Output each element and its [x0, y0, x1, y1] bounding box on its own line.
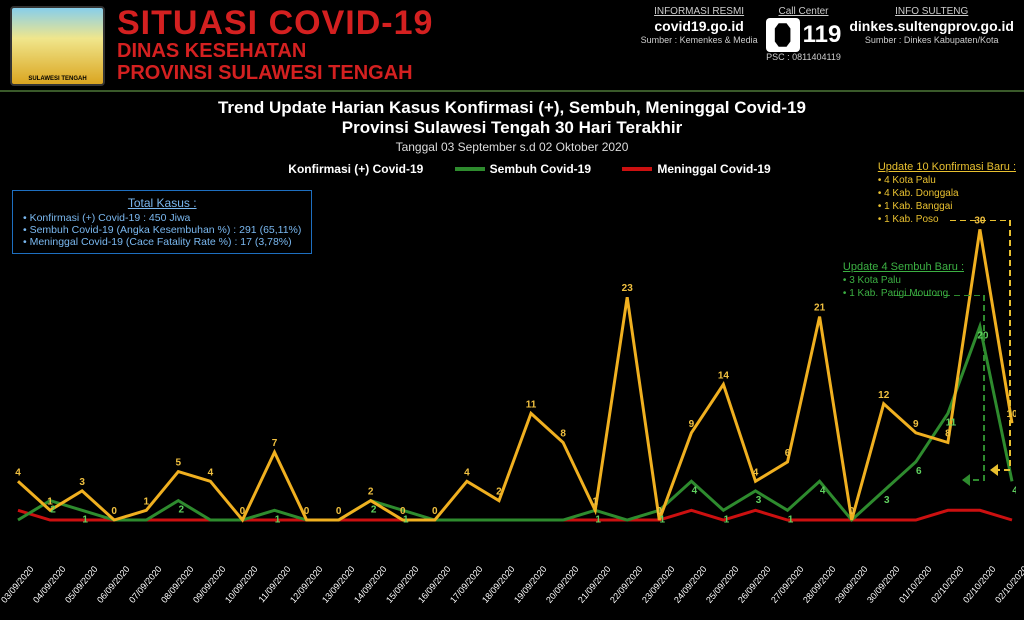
total-kasus-title: Total Kasus : — [23, 196, 301, 210]
svg-text:21: 21 — [814, 303, 826, 314]
info-big: covid19.go.id — [641, 18, 758, 35]
chart-legend: Konfirmasi (+) Covid-19 Sembuh Covid-19 … — [0, 156, 1024, 180]
chart-title-1: Trend Update Harian Kasus Konfirmasi (+)… — [10, 98, 1014, 118]
call-center-icon — [766, 18, 800, 52]
chart-date-range: Tanggal 03 September s.d 02 Oktober 2020 — [10, 140, 1014, 154]
total-row-lbl: Konfirmasi (+) Covid-19 — [30, 212, 141, 224]
update-item: 1 Kab. Poso — [878, 213, 1016, 226]
main-title: SITUASI COVID-19 — [117, 6, 641, 40]
total-row-val: : 17 (3,78%) — [234, 236, 291, 248]
svg-text:1: 1 — [275, 514, 281, 525]
svg-text:1: 1 — [403, 514, 409, 525]
svg-text:1: 1 — [592, 496, 598, 507]
update-konfirmasi-box: Update 10 Konfirmasi Baru : 4 Kota Palu … — [878, 160, 1016, 226]
update-list: 3 Kota Palu 1 Kab. Parigi Moutong — [843, 274, 964, 300]
header-info-blocks: INFORMASI RESMI covid19.go.id Sumber : K… — [641, 6, 1014, 63]
svg-text:4: 4 — [15, 467, 21, 478]
svg-text:3: 3 — [756, 495, 762, 506]
svg-text:1: 1 — [724, 514, 730, 525]
total-kasus-list: Konfirmasi (+) Covid-19 : 450 Jiwa Sembu… — [23, 212, 301, 248]
total-kasus-box: Total Kasus : Konfirmasi (+) Covid-19 : … — [12, 190, 312, 254]
update-title: Update 4 Sembuh Baru : — [843, 260, 964, 274]
legend-label: Meninggal Covid-19 — [657, 162, 770, 176]
svg-text:1: 1 — [788, 514, 794, 525]
svg-text:7: 7 — [272, 438, 278, 449]
total-row-lbl: Sembuh Covid-19 (Angka Kesembuhan %) — [30, 224, 231, 236]
info-big: 119 — [803, 21, 842, 50]
total-row-val: : 450 Jiwa — [143, 212, 190, 224]
subtitle-1: DINAS KESEHATAN — [117, 40, 641, 62]
subtitle-2: PROVINSI SULAWESI TENGAH — [117, 62, 641, 84]
update-item: 3 Kota Palu — [843, 274, 964, 287]
province-emblem: SULAWESI TENGAH — [10, 6, 105, 86]
info-big: dinkes.sultengprov.go.id — [849, 18, 1014, 35]
svg-text:0: 0 — [849, 506, 855, 517]
svg-text:11: 11 — [526, 399, 537, 410]
info-sml: Sumber : Dinkes Kabupaten/Kota — [849, 35, 1014, 46]
svg-text:5: 5 — [176, 458, 182, 469]
svg-text:3: 3 — [79, 477, 85, 488]
legend-swatch — [253, 167, 283, 171]
svg-text:9: 9 — [689, 419, 695, 430]
legend-swatch — [622, 167, 652, 171]
info-resmi: INFORMASI RESMI covid19.go.id Sumber : K… — [641, 6, 758, 46]
svg-text:2: 2 — [179, 505, 185, 516]
svg-text:4: 4 — [208, 467, 214, 478]
update-item: 4 Kab. Donggala — [878, 187, 1016, 200]
x-axis: 03/09/202004/09/202005/09/202006/09/2020… — [14, 526, 1016, 574]
svg-text:4: 4 — [820, 485, 826, 496]
update-sembuh-box: Update 4 Sembuh Baru : 3 Kota Palu 1 Kab… — [843, 260, 964, 300]
update-item: 1 Kab. Banggai — [878, 200, 1016, 213]
svg-text:4: 4 — [464, 467, 470, 478]
legend-konfirmasi: Konfirmasi (+) Covid-19 — [253, 162, 423, 176]
svg-text:14: 14 — [718, 370, 730, 381]
update-item: 4 Kota Palu — [878, 174, 1016, 187]
total-row-lbl: Meninggal Covid-19 (Cace Fatality Rate %… — [30, 236, 232, 248]
info-hdr: INFO SULTENG — [849, 6, 1014, 18]
svg-text:0: 0 — [336, 506, 342, 517]
chart-title-2: Provinsi Sulawesi Tengah 30 Hari Terakhi… — [10, 118, 1014, 138]
info-hdr: INFORMASI RESMI — [641, 6, 758, 18]
svg-text:2: 2 — [50, 505, 56, 516]
svg-text:0: 0 — [432, 506, 438, 517]
svg-text:23: 23 — [622, 283, 634, 294]
svg-text:1: 1 — [660, 514, 666, 525]
svg-text:1: 1 — [82, 514, 88, 525]
svg-text:2: 2 — [496, 487, 502, 498]
update-item: 1 Kab. Parigi Moutong — [843, 287, 964, 300]
update-title: Update 10 Konfirmasi Baru : — [878, 160, 1016, 174]
sembuh-callout-arrow — [854, 295, 994, 505]
legend-sembuh: Sembuh Covid-19 — [455, 162, 591, 176]
update-list: 4 Kota Palu 4 Kab. Donggala 1 Kab. Bangg… — [878, 174, 1016, 226]
svg-text:4: 4 — [753, 467, 759, 478]
svg-text:0: 0 — [111, 506, 117, 517]
total-row-val: : 291 (65,11%) — [233, 224, 301, 236]
info-hdr: Call Center — [766, 6, 842, 18]
info-callcenter: Call Center 119 PSC : 0811404119 — [766, 6, 842, 63]
svg-text:1: 1 — [595, 514, 601, 525]
svg-text:1: 1 — [143, 496, 149, 507]
header-bar: SULAWESI TENGAH SITUASI COVID-19 DINAS K… — [0, 0, 1024, 92]
legend-meninggal: Meninggal Covid-19 — [622, 162, 770, 176]
info-sulteng: INFO SULTENG dinkes.sultengprov.go.id Su… — [849, 6, 1014, 46]
info-sml: PSC : 0811404119 — [766, 52, 842, 63]
svg-text:0: 0 — [240, 506, 246, 517]
emblem-label: SULAWESI TENGAH — [12, 76, 103, 82]
title-block: SITUASI COVID-19 DINAS KESEHATAN PROVINS… — [117, 6, 641, 84]
svg-text:0: 0 — [304, 506, 310, 517]
svg-text:4: 4 — [692, 485, 698, 496]
svg-text:6: 6 — [785, 448, 791, 459]
svg-text:8: 8 — [560, 429, 566, 440]
info-sml: Sumber : Kemenkes & Media — [641, 35, 758, 46]
legend-label: Sembuh Covid-19 — [490, 162, 591, 176]
svg-text:2: 2 — [371, 505, 377, 516]
svg-text:2: 2 — [368, 487, 374, 498]
chart-titles: Trend Update Harian Kasus Konfirmasi (+)… — [0, 92, 1024, 156]
legend-swatch — [455, 167, 485, 171]
legend-label: Konfirmasi (+) Covid-19 — [288, 162, 423, 176]
